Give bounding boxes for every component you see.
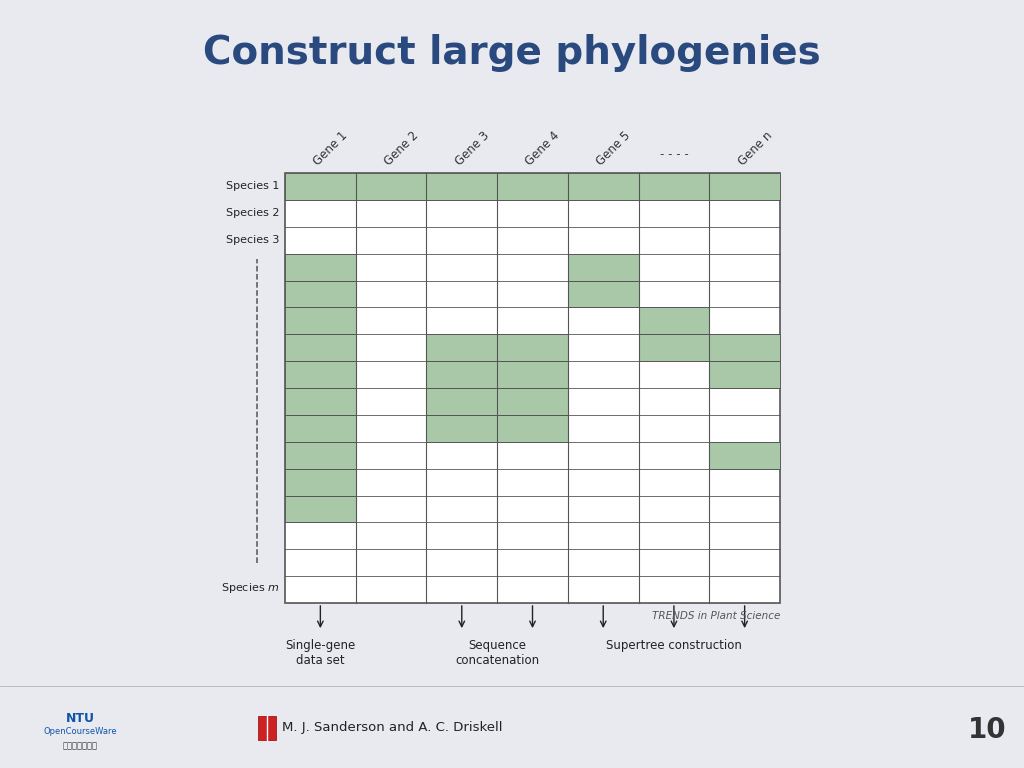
Bar: [497, 415, 568, 442]
Bar: [568, 173, 639, 200]
Text: Gene 5: Gene 5: [594, 129, 633, 168]
Bar: [285, 442, 355, 468]
Bar: [258, 716, 276, 740]
Bar: [497, 388, 568, 415]
Text: Supertree construction: Supertree construction: [606, 639, 741, 652]
Text: Species $m$: Species $m$: [220, 581, 279, 595]
Bar: [285, 280, 355, 307]
Text: Construct large phylogenies: Construct large phylogenies: [203, 34, 821, 72]
Bar: [710, 334, 780, 361]
Bar: [426, 173, 497, 200]
Bar: [426, 361, 497, 388]
Text: M. J. Sanderson and A. C. Driskell: M. J. Sanderson and A. C. Driskell: [282, 721, 503, 734]
Bar: [285, 415, 355, 442]
Text: OpenCourseWare: OpenCourseWare: [43, 727, 117, 737]
Bar: [285, 468, 355, 495]
Text: Species 1: Species 1: [225, 181, 279, 191]
Bar: [497, 334, 568, 361]
Bar: [639, 307, 710, 334]
Text: Gene n: Gene n: [735, 129, 774, 168]
Bar: [285, 173, 355, 200]
Bar: [639, 173, 710, 200]
Bar: [285, 495, 355, 522]
Text: Gene 4: Gene 4: [523, 129, 562, 168]
Text: Sequence
concatenation: Sequence concatenation: [455, 639, 540, 667]
Text: NTU: NTU: [66, 711, 94, 724]
Text: Species 3: Species 3: [225, 235, 279, 245]
Text: Gene 1: Gene 1: [311, 129, 350, 168]
Bar: [426, 388, 497, 415]
Bar: [710, 173, 780, 200]
Bar: [710, 442, 780, 468]
Bar: [568, 280, 639, 307]
Text: Species 2: Species 2: [225, 208, 279, 218]
Bar: [426, 334, 497, 361]
Bar: [639, 334, 710, 361]
Text: - - - -: - - - -: [659, 148, 688, 161]
Bar: [285, 334, 355, 361]
Bar: [355, 173, 426, 200]
Bar: [710, 361, 780, 388]
Text: 10: 10: [968, 716, 1007, 744]
Text: Single-gene
data set: Single-gene data set: [286, 639, 355, 667]
Bar: [497, 173, 568, 200]
Bar: [285, 307, 355, 334]
Bar: [285, 253, 355, 280]
Bar: [497, 361, 568, 388]
Text: TRENDS in Plant Science: TRENDS in Plant Science: [651, 611, 780, 621]
Bar: [285, 173, 780, 603]
Text: 臺大開放式課程: 臺大開放式課程: [62, 741, 97, 750]
Text: Gene 3: Gene 3: [453, 129, 492, 168]
Bar: [285, 388, 355, 415]
Bar: [568, 253, 639, 280]
Bar: [285, 361, 355, 388]
Text: Gene 2: Gene 2: [382, 129, 421, 168]
Bar: [426, 415, 497, 442]
